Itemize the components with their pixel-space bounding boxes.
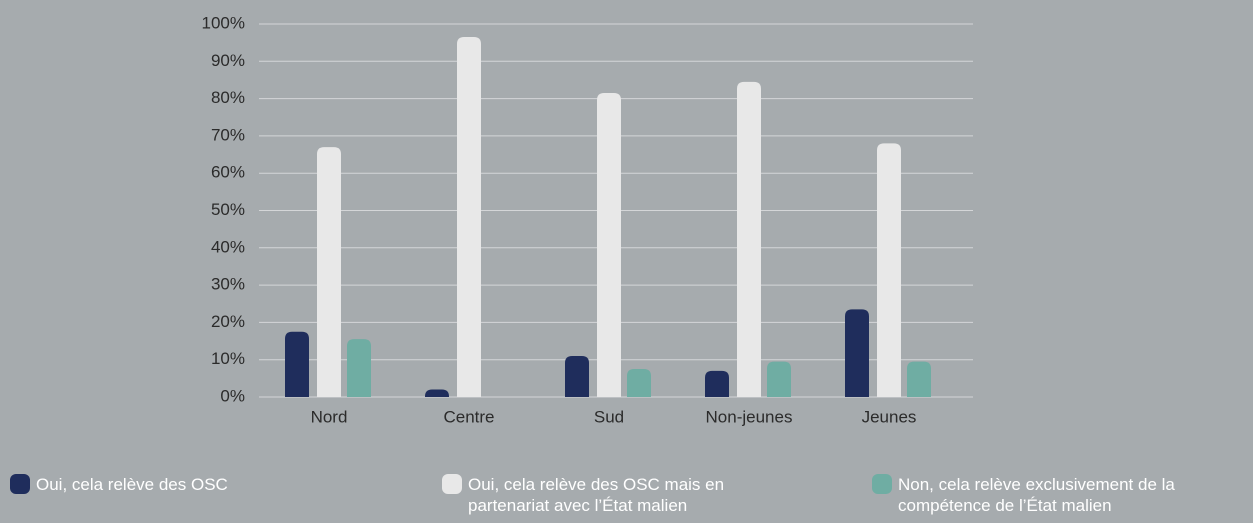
x-tick-label: Sud [594,407,624,426]
x-tick-label: Nord [311,407,348,426]
chart: 0% 10% 20% 30% 40% 50% 60% 70% 80% 90% 100% Nord Cen… [202,13,973,426]
bar [285,331,309,397]
legend-swatch [872,474,892,494]
legend-item: Oui, cela relève des OSC [10,474,410,495]
bar [457,37,481,398]
y-tick-label: 10% [211,349,245,368]
bar [877,143,901,397]
legend-item: Oui, cela relève des OSC mais en partena… [442,474,802,516]
legend-label: Oui, cela relève des OSC [36,475,228,494]
y-tick-label: 60% [211,163,245,182]
bar [317,147,341,397]
y-tick-label: 100% [202,13,245,32]
legend-swatch [442,474,462,494]
bar [425,389,449,397]
x-tick-label: Non-jeunes [706,407,793,426]
bar [627,369,651,397]
y-tick-label: 40% [211,237,245,256]
bar [845,309,869,397]
y-tick-label: 50% [211,200,245,219]
y-tick-label: 70% [211,125,245,144]
bar [767,361,791,397]
legend-item: Non, cela relève exclusivement de la com… [872,474,1247,516]
legend-label: Oui, cela relève des OSC mais en partena… [468,475,725,515]
y-tick-label: 80% [211,88,245,107]
y-tick-label: 0% [220,386,245,405]
bar [565,355,589,397]
y-tick-label: 30% [211,275,245,294]
legend-label: Non, cela relève exclusivement de la com… [898,475,1175,515]
bar [705,370,729,397]
bar [347,339,371,397]
bar [597,93,621,397]
legend-swatch [10,474,30,494]
bar [907,361,931,397]
y-tick-label: 90% [211,51,245,70]
x-tick-label: Jeunes [862,407,917,426]
x-tick-label: Centre [443,407,494,426]
y-tick-label: 20% [211,312,245,331]
bar [737,81,761,397]
